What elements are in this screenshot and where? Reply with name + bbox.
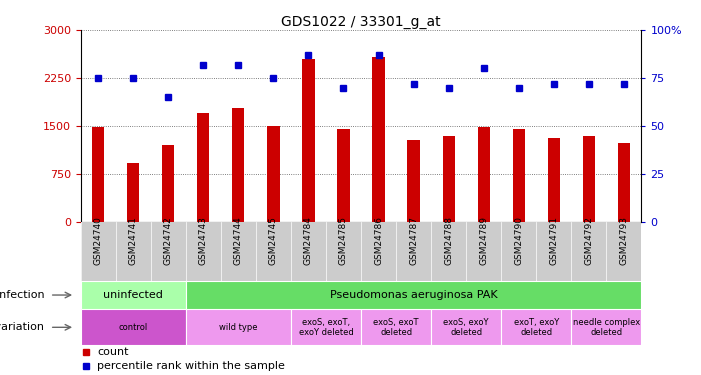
Bar: [186, 280, 641, 309]
Bar: [81, 309, 186, 345]
Bar: [512, 129, 525, 222]
Bar: [547, 138, 560, 222]
Title: GDS1022 / 33301_g_at: GDS1022 / 33301_g_at: [281, 15, 441, 29]
Bar: [186, 309, 291, 345]
Bar: [407, 140, 420, 222]
Bar: [162, 146, 175, 222]
Bar: [501, 309, 571, 345]
Bar: [431, 309, 501, 345]
Bar: [197, 113, 210, 222]
Text: wild type: wild type: [219, 323, 257, 332]
Bar: [291, 309, 361, 345]
Bar: [92, 127, 104, 222]
Text: exoS, exoT
deleted: exoS, exoT deleted: [374, 318, 418, 337]
Text: genotype/variation: genotype/variation: [0, 322, 44, 332]
Bar: [618, 143, 630, 222]
Bar: [127, 163, 139, 222]
Bar: [232, 108, 245, 222]
Text: control: control: [118, 323, 148, 332]
Text: percentile rank within the sample: percentile rank within the sample: [97, 361, 285, 371]
Text: infection: infection: [0, 290, 44, 300]
Bar: [571, 309, 641, 345]
Text: Pseudomonas aeruginosa PAK: Pseudomonas aeruginosa PAK: [329, 290, 498, 300]
Bar: [361, 309, 431, 345]
Bar: [583, 136, 595, 222]
Text: needle complex
deleted: needle complex deleted: [573, 318, 640, 337]
Text: uninfected: uninfected: [103, 290, 163, 300]
Bar: [442, 136, 455, 222]
Text: exoS, exoT,
exoY deleted: exoS, exoT, exoY deleted: [299, 318, 353, 337]
Bar: [302, 59, 315, 222]
Bar: [81, 280, 186, 309]
Text: exoS, exoY
deleted: exoS, exoY deleted: [444, 318, 489, 337]
Bar: [267, 126, 280, 222]
Text: count: count: [97, 346, 129, 357]
Text: exoT, exoY
deleted: exoT, exoY deleted: [514, 318, 559, 337]
Bar: [477, 127, 490, 222]
Bar: [337, 129, 350, 222]
Bar: [372, 57, 385, 222]
